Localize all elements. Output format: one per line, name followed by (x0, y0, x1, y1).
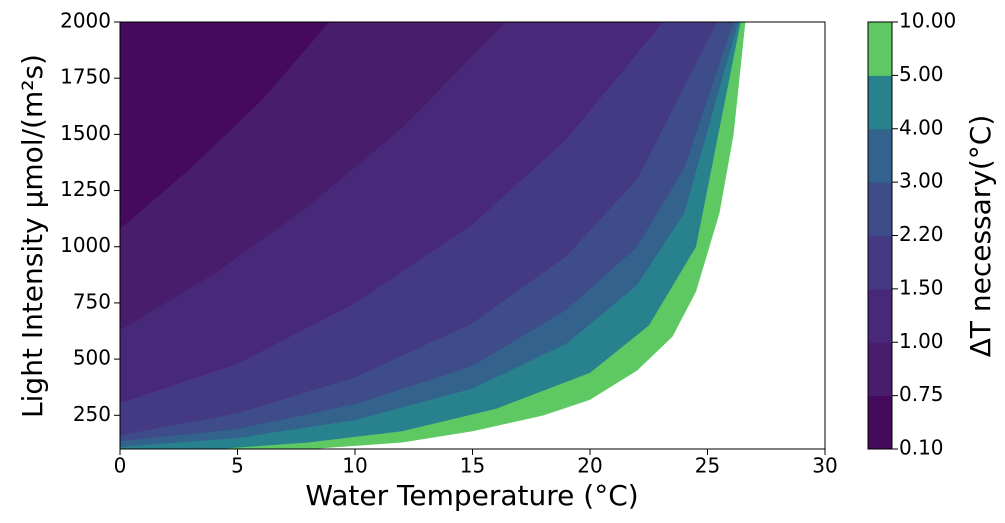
colorbar-tick-label: 5.00 (899, 62, 944, 86)
y-tick-label: 1500 (60, 121, 111, 145)
x-tick-label: 30 (812, 454, 837, 478)
y-tick-label: 1000 (60, 233, 111, 257)
x-tick-label: 10 (342, 454, 367, 478)
colorbar-tick-label: 0.10 (899, 436, 944, 460)
x-tick-label: 20 (577, 454, 602, 478)
x-tick-label: 15 (460, 454, 485, 478)
colorbar-swatch (868, 75, 892, 130)
colorbar-swatch (868, 182, 892, 236)
y-tick-label: 2000 (60, 9, 111, 33)
x-tick-label: 25 (695, 454, 720, 478)
colorbar-swatch (868, 22, 892, 76)
x-tick-label: 0 (114, 454, 127, 478)
colorbar-swatch (868, 342, 892, 397)
colorbar-tick-label: 1.50 (899, 275, 944, 299)
colorbar-tick-label: 10.00 (899, 9, 956, 33)
colorbar-tick-label: 4.00 (899, 115, 944, 139)
y-tick-label: 1750 (60, 65, 111, 89)
y-tick-label: 250 (73, 402, 111, 426)
colorbar-tick-label: 2.20 (899, 222, 944, 246)
y-tick-label: 500 (73, 346, 111, 370)
colorbar-tick-label: 0.75 (899, 382, 944, 406)
colorbar-swatch (868, 395, 892, 450)
x-tick-label: 5 (231, 454, 244, 478)
y-tick-label: 750 (73, 289, 111, 313)
colorbar-swatch (868, 235, 892, 290)
colorbar-tick-label: 1.00 (899, 329, 944, 353)
colorbar-tick-label: 3.00 (899, 169, 944, 193)
x-axis-label: Water Temperature (°C) (305, 479, 638, 512)
colorbar-label: ΔT necessary(°C) (964, 115, 997, 358)
colorbar-swatch (868, 288, 892, 343)
colorbar-swatch (868, 128, 892, 183)
y-axis-label: Light Intensity μmol/(m²s) (16, 54, 49, 418)
y-tick-label: 1250 (60, 177, 111, 201)
